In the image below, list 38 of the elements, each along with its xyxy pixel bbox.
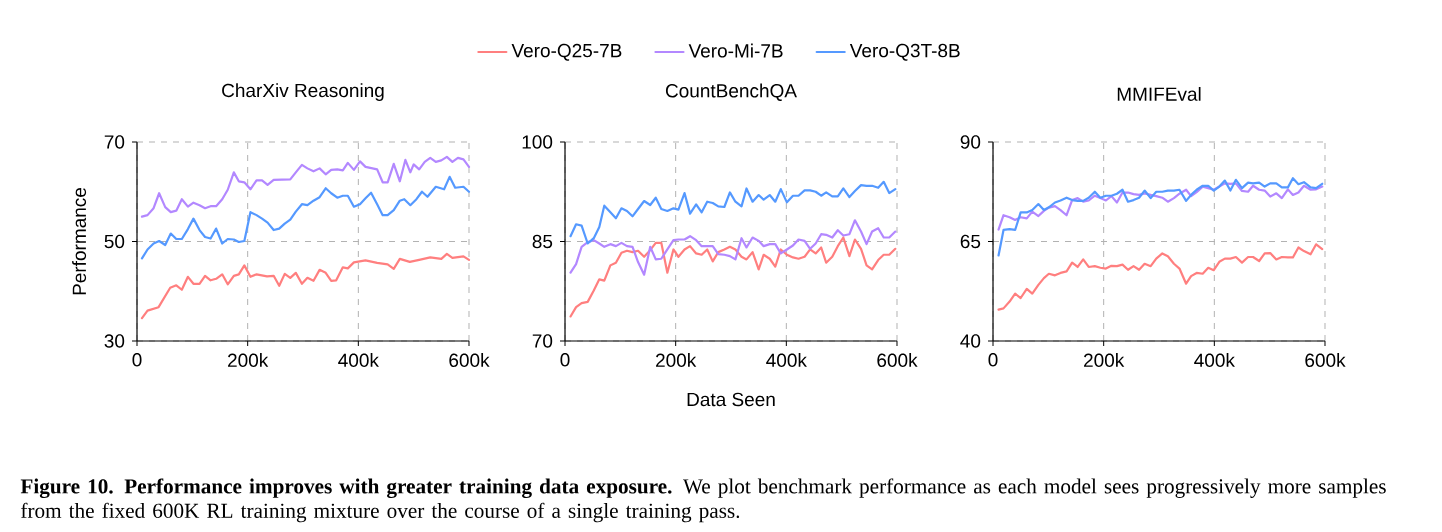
x-tick-label: 600k <box>877 353 918 368</box>
line-series <box>997 182 1324 231</box>
y-tick-label: 65 <box>960 234 981 249</box>
x-tick-label: 0 <box>132 353 142 367</box>
x-tick-label: 0 <box>560 353 570 367</box>
line-series <box>140 252 471 320</box>
chart-title: MMIFEval <box>1117 86 1201 101</box>
line-series <box>569 180 897 245</box>
legend-label: Vero-Q25-7B <box>511 43 622 61</box>
line-series <box>140 175 471 260</box>
line-series <box>997 243 1324 311</box>
x-tick-label: 600k <box>1305 353 1346 368</box>
legend-label: Vero-Q3T-8B <box>849 43 960 61</box>
legend-label: Vero-Mi-7B <box>688 43 783 58</box>
x-tick-label: 0 <box>988 353 998 367</box>
y-tick-label: 40 <box>960 334 981 348</box>
x-tick-label: 200k <box>1084 353 1125 368</box>
x-tick-label: 400k <box>766 353 807 368</box>
y-tick-label: 50 <box>104 234 125 249</box>
line-series <box>140 155 471 218</box>
y-tick-label: 100 <box>522 135 553 149</box>
y-tick-label: 90 <box>960 135 981 149</box>
x-axis-title: Data Seen <box>687 392 775 407</box>
y-axis-title: Performance <box>72 187 87 295</box>
x-tick-label: 200k <box>656 353 697 368</box>
text: Figure 10. Performance improves with greater training data exposure. We plot benchmark performance as each model sees progressively more samples from the fixed 600K RL training mixture over the course of a single training pass. <box>20 478 1386 523</box>
chart-title: CharXiv Reasoning <box>222 83 384 101</box>
y-tick-label: 30 <box>104 334 125 348</box>
x-tick-label: 200k <box>228 353 269 368</box>
chart-title: CountBenchQA <box>665 83 797 101</box>
x-tick-label: 400k <box>338 353 379 368</box>
x-tick-label: 600k <box>449 353 490 368</box>
y-tick-label: 85 <box>532 234 553 249</box>
line-series <box>569 236 897 318</box>
y-tick-label: 70 <box>532 334 553 348</box>
line-series <box>997 177 1324 257</box>
y-tick-label: 70 <box>104 135 125 149</box>
x-tick-label: 400k <box>1194 353 1235 368</box>
